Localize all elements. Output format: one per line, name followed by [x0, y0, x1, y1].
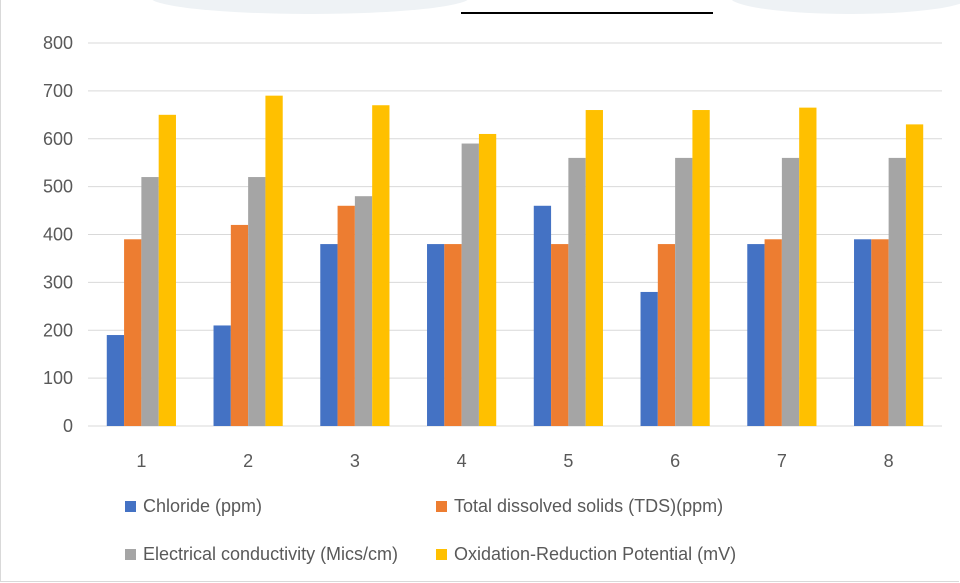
bar: [568, 157, 586, 426]
bar: [657, 244, 676, 426]
bar: [230, 224, 249, 426]
legend-swatch: [436, 501, 447, 512]
bar: [585, 110, 603, 427]
legend-item: Chloride (ppm): [125, 496, 262, 517]
y-tick-label: 200: [43, 320, 73, 340]
bar: [551, 244, 569, 426]
legend-label: Electrical conductivity (Mics/cm): [143, 544, 399, 564]
legend-label: Chloride (ppm): [143, 496, 263, 516]
x-tick-label: 5: [563, 451, 573, 471]
bar: [158, 114, 176, 426]
x-tick-label: 7: [777, 451, 787, 471]
bar: [905, 124, 924, 426]
bar: [478, 133, 497, 426]
legend-swatch: [436, 549, 447, 560]
y-tick-label: 300: [43, 272, 73, 292]
legend-item: Total dissolved solids (TDS)(ppm): [436, 496, 723, 517]
x-tick-label: 3: [350, 451, 360, 471]
top-decoration-right-shape: [730, 0, 960, 14]
bar: [799, 107, 817, 426]
bar: [888, 157, 906, 426]
bar: [213, 325, 231, 426]
bar: [675, 157, 693, 426]
bar: [533, 205, 552, 426]
y-tick-label: 700: [43, 81, 73, 101]
legend-item: Oxidation-Reduction Potential (mV): [436, 544, 736, 565]
bar: [265, 95, 283, 426]
bar: [106, 335, 125, 426]
y-tick-label: 400: [43, 225, 73, 245]
legend: Chloride (ppm) Total dissolved solids (TD…: [0, 494, 960, 574]
y-tick-label: 800: [43, 33, 73, 53]
bar: [640, 291, 658, 426]
bar: [141, 177, 159, 426]
bar: [692, 110, 710, 427]
top-decoration-rule: [461, 12, 713, 14]
bar: [372, 105, 390, 427]
bar: [354, 196, 373, 426]
y-axis-ticks: 0 100 200 300 400 500 600 700 800: [43, 33, 73, 436]
bar: [764, 239, 782, 426]
legend-label: Oxidation-Reduction Potential (mV): [454, 544, 737, 564]
legend-swatch: [125, 549, 136, 560]
top-decoration: [0, 0, 960, 14]
bar: [871, 239, 889, 426]
top-decoration-left-shape: [150, 0, 470, 14]
legend-swatch: [125, 501, 136, 512]
bar: [781, 157, 800, 426]
bar: [444, 244, 462, 426]
bars: [106, 95, 924, 427]
x-tick-label: 4: [457, 451, 467, 471]
bar: [248, 177, 266, 426]
bar: [427, 244, 445, 426]
y-tick-label: 0: [63, 416, 73, 436]
x-tick-label: 6: [670, 451, 680, 471]
bar: [854, 239, 872, 426]
legend-item: Electrical conductivity (Mics/cm): [125, 544, 398, 565]
x-tick-label: 1: [136, 451, 146, 471]
bar: [124, 239, 142, 426]
bar: [337, 205, 355, 426]
x-tick-label: 2: [243, 451, 253, 471]
y-tick-label: 500: [43, 177, 73, 197]
bar: [461, 143, 479, 426]
y-tick-label: 100: [43, 368, 73, 388]
legend-label: Total dissolved solids (TDS)(ppm): [454, 496, 724, 516]
x-axis-ticks: 1 2 3 4 5 6 7 8: [136, 451, 893, 471]
bar: [747, 244, 765, 426]
bar-chart: 0 100 200 300 400 500 600 700 800 1 2 3 4 5 6 7 8: [43, 33, 942, 471]
y-tick-label: 600: [43, 129, 73, 149]
x-tick-label: 8: [884, 451, 894, 471]
bar: [320, 244, 338, 426]
